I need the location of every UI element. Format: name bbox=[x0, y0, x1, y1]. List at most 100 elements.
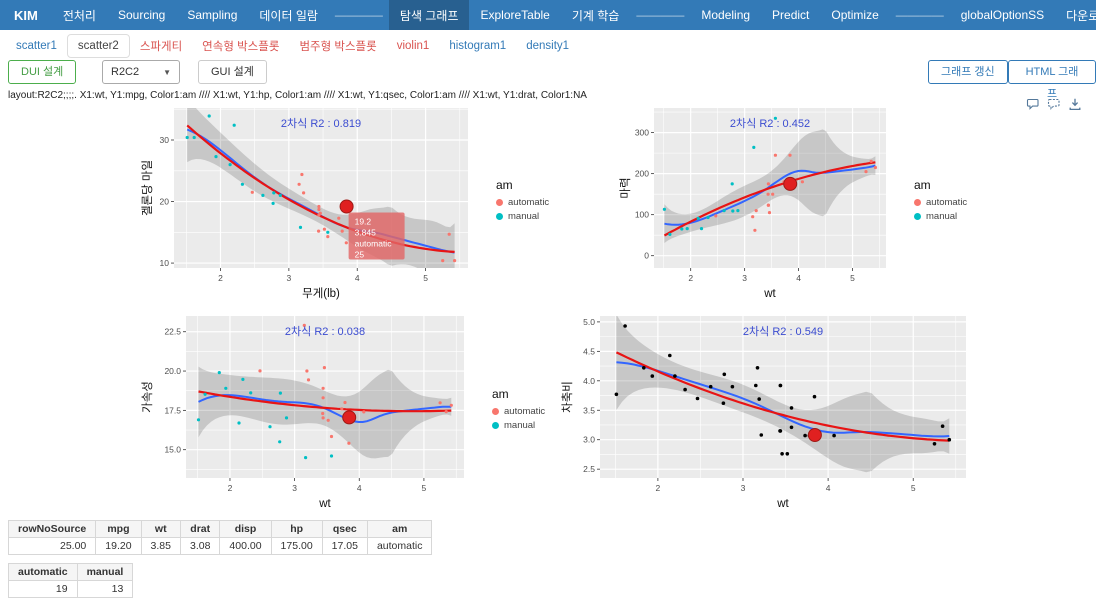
nav-item-download[interactable]: 다운로드 bbox=[1066, 8, 1096, 23]
ggplot-svg: 2차식 R2 : 0.452 2 3 4 5 0 100 200 300 wt 마력 bbox=[619, 108, 886, 300]
svg-text:5.0: 5.0 bbox=[583, 317, 595, 327]
nav-item-preprocessing[interactable]: 전처리 bbox=[62, 8, 96, 23]
cell-rowno: 25.00 bbox=[7, 537, 97, 555]
col-header: mpg bbox=[95, 520, 142, 538]
svg-text:4: 4 bbox=[796, 273, 801, 283]
svg-text:2차식 R2 : 0.549: 2차식 R2 : 0.549 bbox=[743, 325, 823, 338]
svg-text:20: 20 bbox=[160, 197, 170, 207]
svg-text:wt: wt bbox=[318, 498, 331, 510]
nav-item-explore-table[interactable]: ExploreTable bbox=[480, 8, 550, 22]
legend-am: am automatic manual bbox=[492, 387, 545, 434]
legend-label: automatic bbox=[504, 405, 546, 417]
tab-scatter1[interactable]: scatter1 bbox=[16, 40, 57, 52]
legend-am: am automatic manual bbox=[496, 178, 549, 225]
svg-text:4.0: 4.0 bbox=[583, 376, 595, 386]
legend-label: manual bbox=[504, 419, 536, 431]
plot-canvas-mpg[interactable]: 19.2 3.845 automatic 25 2차식 R2 : 0.819 2 3 4 5 10… bbox=[140, 100, 474, 302]
svg-text:차축비: 차축비 bbox=[561, 381, 574, 413]
legend-item-automatic[interactable]: automatic bbox=[496, 197, 549, 208]
tab-spaghetti[interactable]: 스파게티 bbox=[139, 41, 183, 53]
automatic-marker-icon bbox=[492, 407, 499, 415]
nav-item-sourcing[interactable]: Sourcing bbox=[117, 8, 166, 22]
cell-drat: 3.08 bbox=[179, 537, 221, 555]
legend-am: am automatic manual bbox=[914, 178, 967, 225]
nav-item-global-options[interactable]: globalOptionSS bbox=[960, 8, 1045, 22]
nav-item-machine-learning[interactable]: 기계 학습 bbox=[571, 8, 620, 23]
gui-design-button[interactable]: GUI 설계 bbox=[198, 60, 267, 84]
layout-select[interactable]: R2C2 ▼ bbox=[102, 60, 180, 84]
nav-item-explore-graph[interactable]: 탐색 그래프 bbox=[388, 0, 470, 30]
svg-text:4.5: 4.5 bbox=[583, 346, 595, 356]
tab-scatter2[interactable]: scatter2 bbox=[66, 34, 130, 58]
top-navbar: KIM 전처리 Sourcing Sampling 데이터 일람 ———— 탐색… bbox=[0, 0, 1096, 30]
svg-text:2차식 R2 : 0.819: 2차식 R2 : 0.819 bbox=[281, 117, 361, 130]
col-header: rowNoSource bbox=[7, 520, 97, 538]
tab-categorical-boxplot[interactable]: 범주형 박스플롯 bbox=[299, 41, 377, 53]
cell-qsec: 17.05 bbox=[321, 537, 368, 555]
svg-text:3.845: 3.845 bbox=[355, 228, 377, 238]
svg-text:2차식 R2 : 0.038: 2차식 R2 : 0.038 bbox=[285, 325, 365, 338]
chevron-down-icon: ▼ bbox=[163, 67, 171, 77]
svg-text:20.0: 20.0 bbox=[164, 366, 181, 376]
cell-am: automatic bbox=[366, 537, 433, 555]
svg-text:wt: wt bbox=[763, 288, 776, 300]
scatter-plot-drat-wt: 2차식 R2 : 0.549 2 3 4 5 2.5 3.0 3.5 4.0 4.5 5.0 wt 차축… bbox=[560, 308, 972, 512]
nav-item-data-list[interactable]: 데이터 일람 bbox=[259, 8, 318, 23]
nav-divider-2: ———— bbox=[636, 8, 685, 22]
refresh-graph-button[interactable]: 그래프 갱신 bbox=[928, 60, 1008, 84]
svg-text:3.5: 3.5 bbox=[583, 405, 595, 415]
col-header: wt bbox=[140, 520, 181, 538]
legend-title: am bbox=[496, 177, 513, 192]
col-header: hp bbox=[270, 520, 323, 538]
nav-item-optimize[interactable]: Optimize bbox=[831, 8, 879, 22]
lasso-select-icon[interactable] bbox=[1026, 97, 1040, 111]
legend-item-manual[interactable]: manual bbox=[914, 211, 967, 222]
col-header: disp bbox=[219, 520, 272, 538]
cell-automatic-count: 19 bbox=[8, 580, 78, 598]
svg-text:10: 10 bbox=[160, 258, 170, 268]
selected-row-table: rowNoSource mpg wt drat disp hp qsec am … bbox=[7, 520, 433, 555]
svg-text:15.0: 15.0 bbox=[164, 445, 181, 455]
svg-text:2차식 R2 : 0.452: 2차식 R2 : 0.452 bbox=[730, 117, 810, 130]
col-header: drat bbox=[179, 520, 221, 538]
tab-continuous-boxplot[interactable]: 연속형 박스플롯 bbox=[202, 41, 280, 53]
html-graph-button[interactable]: HTML 그래프 bbox=[1008, 60, 1096, 100]
svg-text:3.0: 3.0 bbox=[583, 435, 595, 445]
plot-canvas-drat[interactable]: 2차식 R2 : 0.549 2 3 4 5 2.5 3.0 3.5 4.0 4.5 5.0 wt 차축… bbox=[560, 308, 972, 512]
scatter-plot-hp-wt: 2차식 R2 : 0.452 2 3 4 5 0 100 200 300 wt 마력 am auto… bbox=[618, 100, 967, 302]
layout-spec-text: layout:R2C2;;;;. X1:wt, Y1:mpg, Color1:a… bbox=[8, 90, 587, 101]
plot-canvas-hp[interactable]: 2차식 R2 : 0.452 2 3 4 5 0 100 200 300 wt 마력 bbox=[618, 100, 892, 302]
nav-divider-1: ———— bbox=[334, 8, 383, 22]
svg-text:25: 25 bbox=[355, 250, 365, 260]
app-brand[interactable]: KIM bbox=[14, 7, 38, 23]
col-header-manual: manual bbox=[76, 563, 134, 581]
svg-text:automatic: automatic bbox=[355, 239, 393, 249]
nav-item-modeling[interactable]: Modeling bbox=[701, 8, 751, 22]
legend-item-automatic[interactable]: automatic bbox=[492, 406, 545, 417]
tab-histogram1[interactable]: histogram1 bbox=[449, 40, 507, 52]
dui-design-button[interactable]: DUI 설계 bbox=[8, 60, 77, 84]
tab-violin1[interactable]: violin1 bbox=[396, 40, 430, 52]
svg-text:5: 5 bbox=[422, 483, 427, 493]
lasso-deselect-icon[interactable] bbox=[1047, 97, 1061, 111]
download-icon[interactable] bbox=[1068, 97, 1082, 111]
tab-density1[interactable]: density1 bbox=[526, 40, 570, 52]
legend-label: automatic bbox=[508, 196, 550, 208]
cell-mpg: 19.20 bbox=[95, 537, 142, 555]
nav-item-predict[interactable]: Predict bbox=[772, 8, 810, 22]
legend-item-manual[interactable]: manual bbox=[492, 420, 545, 431]
svg-text:300: 300 bbox=[635, 128, 649, 138]
svg-text:겔론당 마일: 겔론당 마일 bbox=[140, 160, 154, 216]
svg-text:4: 4 bbox=[357, 483, 362, 493]
svg-text:wt: wt bbox=[776, 498, 789, 510]
legend-item-automatic[interactable]: automatic bbox=[914, 197, 967, 208]
nav-item-sampling[interactable]: Sampling bbox=[187, 8, 238, 22]
plot-canvas-qsec[interactable]: 2차식 R2 : 0.038 2 3 4 5 15.0 17.5 20.0 22.5 wt 가속성 bbox=[140, 308, 470, 512]
svg-text:200: 200 bbox=[635, 169, 649, 179]
svg-text:2.5: 2.5 bbox=[583, 464, 595, 474]
layout-select-value: R2C2 bbox=[111, 66, 140, 78]
svg-text:4: 4 bbox=[355, 273, 360, 283]
legend-item-manual[interactable]: manual bbox=[496, 211, 549, 222]
svg-text:무게(lb): 무게(lb) bbox=[302, 287, 340, 300]
